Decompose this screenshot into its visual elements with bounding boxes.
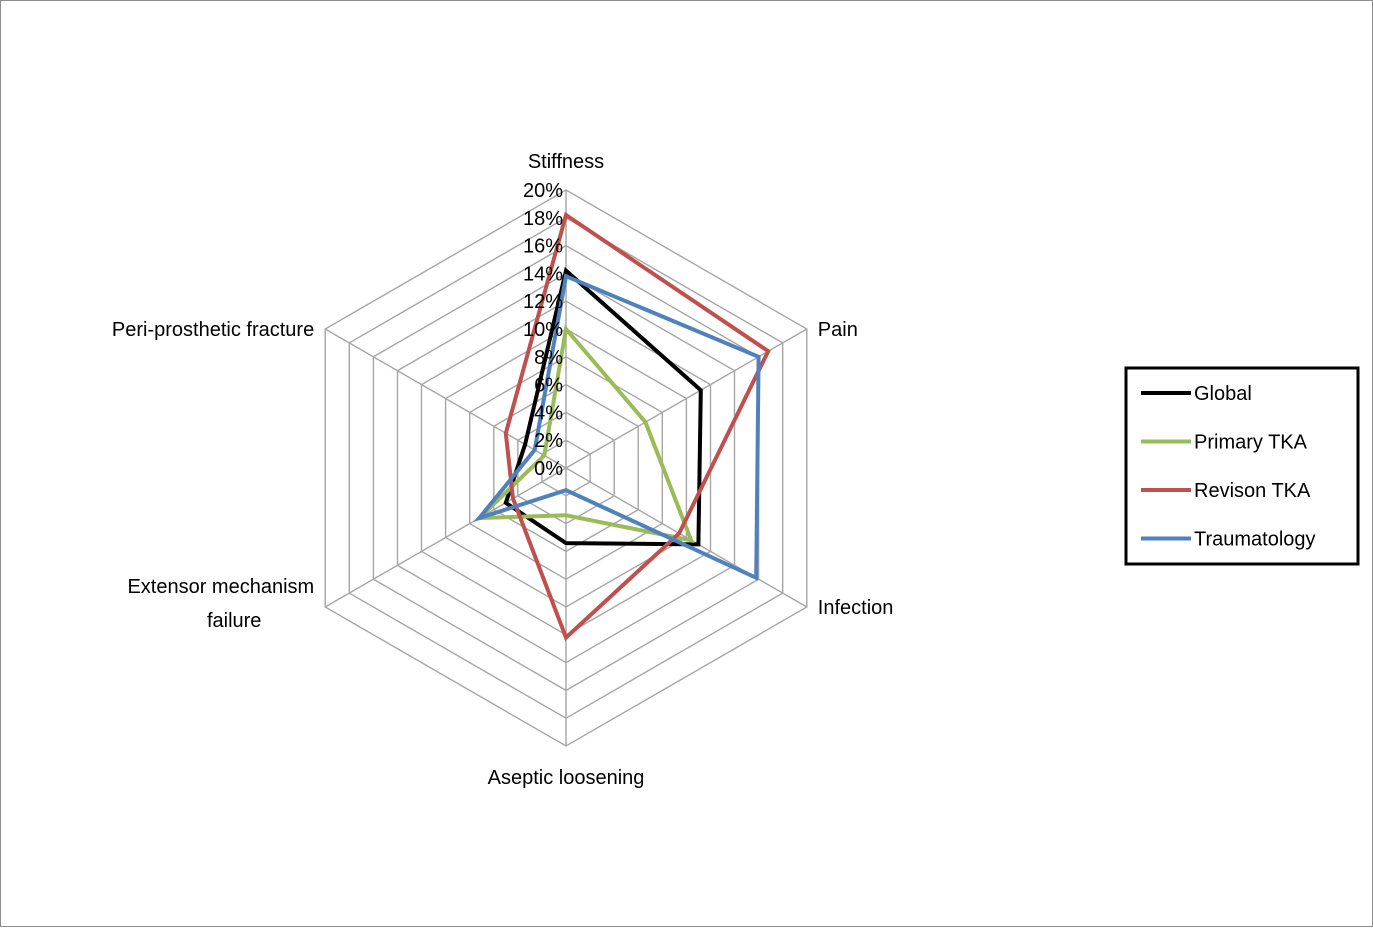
axis-label: Extensor mechanism bbox=[127, 576, 314, 598]
tick-label: 16% bbox=[523, 236, 563, 258]
tick-label: 8% bbox=[534, 347, 563, 369]
series-line-global bbox=[503, 266, 703, 547]
tick-label: 18% bbox=[523, 208, 563, 230]
tick-label: 20% bbox=[523, 180, 563, 202]
legend-label: Global bbox=[1194, 383, 1252, 405]
legend: Global Primary TKA Revison TKA Traumatology bbox=[1124, 366, 1360, 566]
radar-series bbox=[473, 211, 771, 642]
series-line-traumatology bbox=[473, 273, 761, 581]
legend-label: Primary TKA bbox=[1194, 432, 1308, 454]
axis-spoke bbox=[324, 467, 567, 608]
series-line-primary-tka bbox=[474, 324, 695, 543]
legend-label: Traumatology bbox=[1194, 529, 1316, 551]
tick-label: 14% bbox=[523, 263, 563, 285]
axis-label: failure bbox=[207, 610, 261, 632]
tick-label: 2% bbox=[534, 430, 563, 452]
radial-tick-labels: 0% 2% 4% 6% 8% 10% 12% 14% 16% 18% 20% bbox=[523, 180, 563, 480]
legend-label: Revison TKA bbox=[1194, 480, 1311, 502]
axis-labels: Stiffness Pain Infection Aseptic loosening E… bbox=[112, 151, 894, 789]
tick-label: 6% bbox=[534, 375, 563, 397]
axis-label: Stiffness bbox=[528, 151, 604, 173]
axis-label: Pain bbox=[818, 319, 858, 341]
axis-label: Infection bbox=[818, 597, 894, 619]
series-line-revison-tka bbox=[503, 211, 771, 642]
axis-label: Aseptic loosening bbox=[488, 767, 645, 789]
tick-label: 10% bbox=[523, 319, 563, 341]
tick-label: 4% bbox=[534, 402, 563, 424]
tick-label: 12% bbox=[523, 291, 563, 313]
axis-label: Peri-prosthetic fracture bbox=[112, 319, 314, 341]
tick-label: 0% bbox=[534, 458, 563, 480]
legend-box bbox=[1124, 366, 1360, 566]
